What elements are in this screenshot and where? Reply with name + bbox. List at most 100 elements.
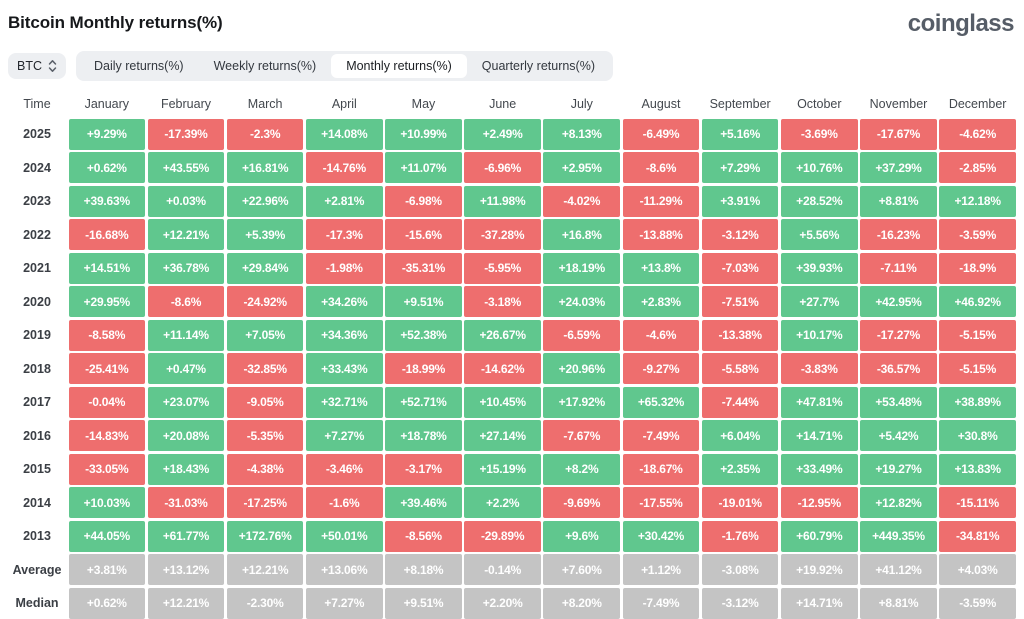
symbol-select[interactable]: BTC — [8, 53, 66, 79]
return-cell: +5.42% — [860, 420, 937, 451]
month-column-header: January — [84, 97, 130, 111]
row-label: 2016 — [23, 428, 51, 443]
return-cell: -36.57% — [860, 353, 937, 384]
return-cell: -24.92% — [226, 286, 304, 317]
coinglass-logo[interactable]: coinglass — [907, 10, 1015, 37]
row-label: 2025 — [23, 127, 51, 141]
return-cell: +16.81% — [226, 152, 304, 183]
return-cell: +12.21% — [147, 587, 225, 619]
return-cell: -14.62% — [464, 353, 541, 384]
return-cell: +52.71% — [385, 386, 462, 418]
return-cell: +449.35% — [860, 520, 937, 552]
tab-weekly-returns[interactable]: Weekly returns(%) — [213, 59, 317, 73]
time-column-header: Time — [23, 97, 51, 111]
return-cell: +3.81% — [68, 554, 146, 585]
return-cell: -4.02% — [543, 185, 621, 217]
tab-quarterly-returns[interactable]: Quarterly returns(%) — [481, 59, 596, 73]
return-cell: +2.81% — [305, 185, 383, 217]
return-cell: -2.30% — [226, 587, 304, 619]
row-label: 2014 — [23, 495, 51, 510]
return-cell: +9.51% — [385, 587, 462, 619]
return-cell: -6.96% — [464, 152, 541, 183]
return-cell: -2.85% — [939, 152, 1016, 183]
return-cell: +2.49% — [464, 118, 541, 150]
return-cell: -13.38% — [701, 319, 779, 351]
row-label: 2019 — [23, 328, 51, 342]
return-cell: -8.6% — [622, 152, 700, 183]
symbol-select-value: BTC — [17, 59, 42, 73]
month-column-header: May — [411, 97, 436, 111]
returns-period-tabs: Daily returns(%) Weekly returns(%) Month… — [76, 51, 614, 81]
return-cell: +53.48% — [860, 386, 937, 418]
return-cell: +20.96% — [543, 353, 621, 384]
return-cell: +41.12% — [860, 554, 937, 585]
return-cell: +13.8% — [622, 252, 700, 284]
return-cell: -34.81% — [939, 520, 1016, 552]
return-cell: +39.63% — [68, 185, 146, 217]
return-cell: +22.96% — [226, 185, 304, 217]
return-cell: +13.83% — [939, 453, 1016, 485]
return-cell: +46.92% — [939, 286, 1016, 317]
return-cell: +26.67% — [464, 319, 541, 351]
month-column-header: September — [709, 97, 771, 111]
return-cell: -9.05% — [226, 386, 304, 418]
return-cell: -1.6% — [305, 487, 383, 518]
return-cell: -14.83% — [68, 420, 146, 451]
return-cell: +52.38% — [385, 319, 462, 351]
return-cell: +11.14% — [147, 319, 225, 351]
return-cell: +14.08% — [305, 118, 383, 150]
return-cell: -5.58% — [701, 353, 779, 384]
return-cell: +37.29% — [860, 152, 937, 183]
return-cell: +16.8% — [543, 219, 621, 250]
return-cell: -19.01% — [701, 487, 779, 518]
return-cell: +4.03% — [939, 554, 1016, 585]
return-cell: -15.11% — [939, 487, 1016, 518]
return-cell: +13.06% — [305, 554, 383, 585]
return-cell: +30.42% — [622, 520, 700, 552]
return-cell: +14.71% — [780, 420, 858, 451]
month-column-header: June — [489, 97, 517, 111]
tab-monthly-returns[interactable]: Monthly returns(%) — [331, 54, 467, 78]
return-cell: +12.21% — [226, 554, 304, 585]
return-cell: +9.29% — [68, 118, 146, 150]
month-column-header: February — [160, 97, 211, 111]
return-cell: -18.9% — [939, 252, 1016, 284]
return-cell: +33.43% — [305, 353, 383, 384]
return-cell: -7.11% — [860, 252, 937, 284]
return-cell: -9.69% — [543, 487, 621, 518]
return-cell: +29.95% — [68, 286, 146, 317]
return-cell: +7.27% — [305, 587, 383, 619]
return-cell: +18.19% — [543, 252, 621, 284]
return-cell: +28.52% — [780, 185, 858, 217]
return-cell: +2.95% — [543, 152, 621, 183]
return-cell: +47.81% — [780, 386, 858, 418]
return-cell: -16.23% — [860, 219, 937, 250]
month-column-header: August — [641, 97, 681, 111]
return-cell: -3.83% — [780, 353, 858, 384]
return-cell: +8.20% — [543, 587, 621, 619]
return-cell: +1.12% — [622, 554, 700, 585]
updown-chevron-icon — [48, 59, 57, 73]
return-cell: +13.12% — [147, 554, 225, 585]
return-cell: +8.81% — [860, 185, 937, 217]
row-label: 2021 — [23, 261, 51, 275]
return-cell: -37.28% — [464, 219, 541, 250]
return-cell: +5.16% — [701, 118, 779, 150]
row-label: 2017 — [23, 395, 51, 409]
return-cell: -6.59% — [543, 319, 621, 351]
returns-table: Time January February March April May June July… — [8, 92, 1016, 619]
return-cell: +38.89% — [939, 386, 1016, 418]
return-cell: +61.77% — [147, 520, 225, 552]
return-cell: -25.41% — [68, 353, 146, 384]
return-cell: -4.62% — [939, 118, 1016, 150]
row-label: 2023 — [23, 194, 51, 208]
return-cell: +8.13% — [543, 118, 621, 150]
toolbar: BTC Daily returns(%) Weekly returns(%) M… — [8, 51, 1016, 81]
return-cell: +2.35% — [701, 453, 779, 485]
return-cell: -7.49% — [622, 587, 700, 619]
return-cell: -0.04% — [68, 386, 146, 418]
tab-daily-returns[interactable]: Daily returns(%) — [94, 59, 184, 73]
row-label: 2018 — [23, 361, 51, 376]
month-column-header: November — [869, 97, 928, 111]
